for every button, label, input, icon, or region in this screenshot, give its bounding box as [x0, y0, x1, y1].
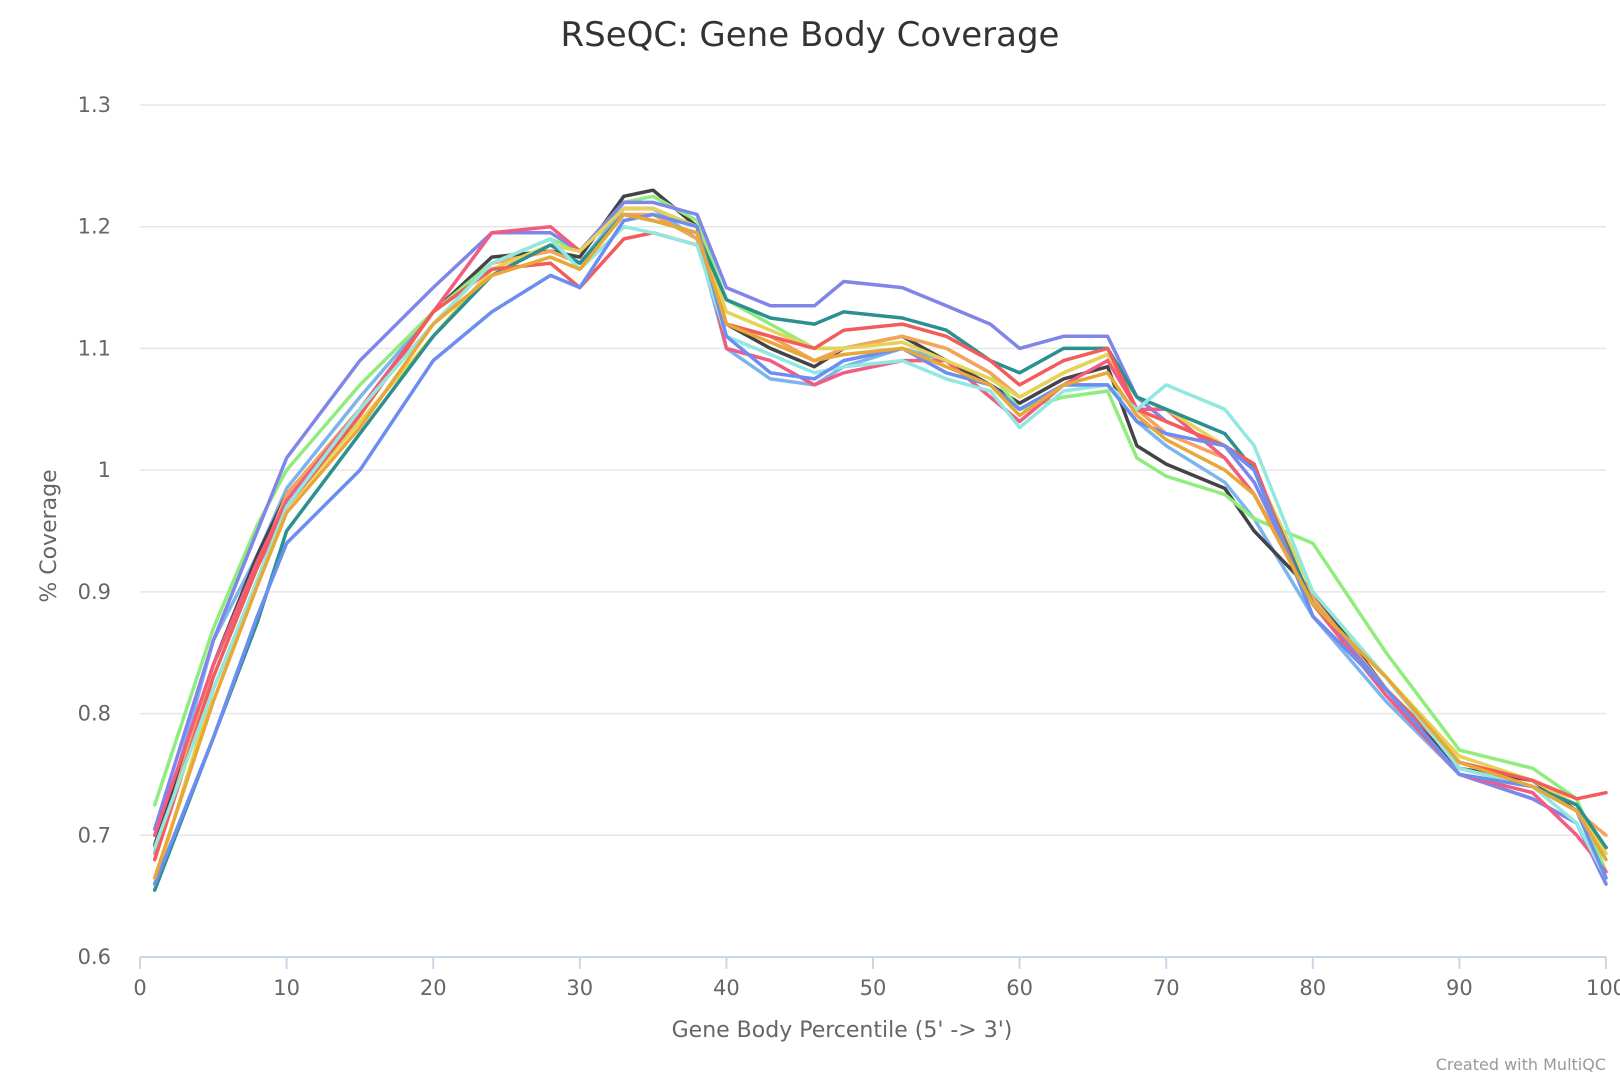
series-line[interactable]	[152, 212, 1608, 886]
x-tick-label: 0	[133, 976, 146, 1000]
x-tick-label: 20	[420, 976, 447, 1000]
x-tick-label: 90	[1446, 976, 1473, 1000]
x-axis-ticks: 0 10 20 30 40 50 60 70 80 90 100	[133, 976, 1620, 1000]
y-axis-ticks: 0.6 0.7 0.8 0.9 1 1.1 1.2 1.3	[78, 93, 111, 969]
y-tick-label: 1.2	[78, 215, 111, 239]
grid-lines	[140, 104, 1606, 837]
series-line[interactable]	[152, 231, 1608, 862]
y-tick-label: 1	[98, 458, 111, 482]
series-line[interactable]	[152, 212, 1608, 892]
series-line[interactable]	[152, 224, 1608, 880]
x-tick-label: 100	[1586, 976, 1620, 1000]
series-line[interactable]	[152, 194, 1608, 874]
series-line[interactable]	[152, 188, 1608, 850]
y-tick-label: 1.3	[78, 93, 111, 117]
series-line[interactable]	[152, 200, 1608, 886]
y-tick-label: 0.6	[78, 945, 111, 969]
y-tick-label: 1.1	[78, 336, 111, 360]
x-axis	[139, 956, 1607, 969]
x-tick-label: 80	[1299, 976, 1326, 1000]
series-line[interactable]	[152, 206, 1608, 886]
x-tick-label: 60	[1006, 976, 1033, 1000]
x-tick-label: 70	[1153, 976, 1180, 1000]
series-lines	[152, 188, 1608, 892]
credits-text[interactable]: Created with MultiQC	[1436, 1055, 1606, 1074]
y-tick-label: 0.7	[78, 823, 111, 847]
x-tick-label: 30	[566, 976, 593, 1000]
x-tick-label: 50	[860, 976, 887, 1000]
series-line[interactable]	[152, 206, 1608, 886]
x-axis-title: Gene Body Percentile (5' -> 3')	[672, 1018, 1013, 1043]
series-line[interactable]	[152, 206, 1608, 874]
series-line[interactable]	[152, 212, 1608, 880]
chart-title: RSeQC: Gene Body Coverage	[561, 15, 1060, 55]
x-tick-label: 40	[713, 976, 740, 1000]
series-line[interactable]	[152, 212, 1608, 862]
y-tick-label: 0.9	[78, 580, 111, 604]
x-tick-label: 10	[273, 976, 300, 1000]
y-tick-label: 0.8	[78, 702, 111, 726]
y-axis-title: % Coverage	[37, 469, 62, 602]
